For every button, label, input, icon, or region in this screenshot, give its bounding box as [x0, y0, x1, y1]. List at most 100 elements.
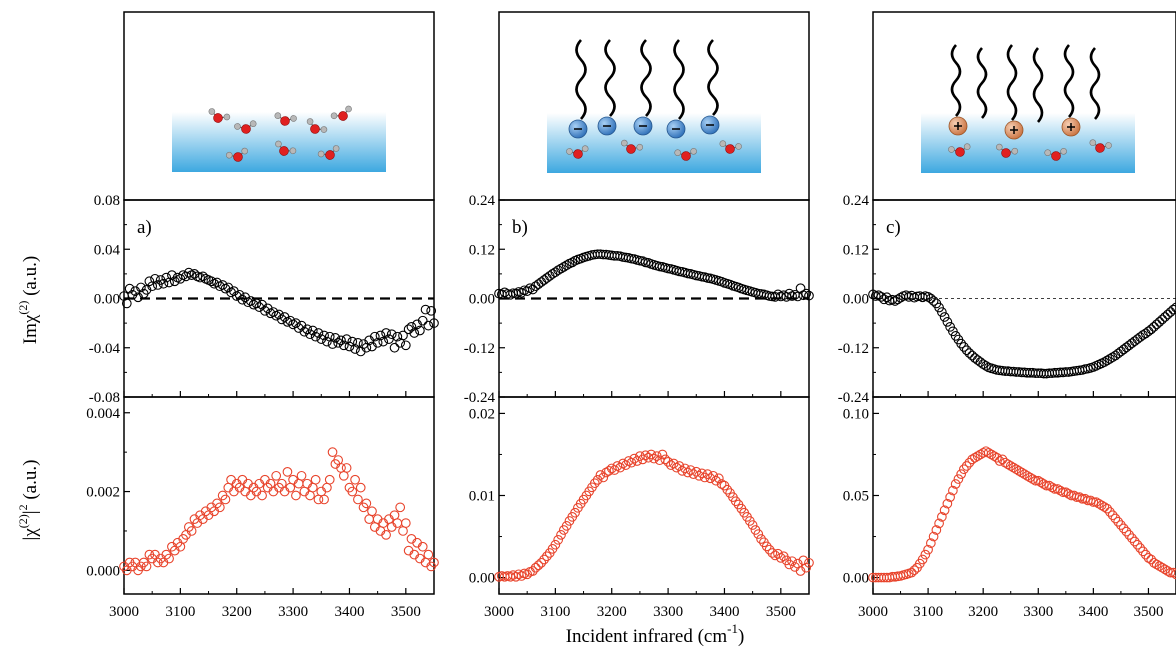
abs-data-point: [1085, 495, 1096, 506]
water-molecule-0-6: [275, 140, 297, 156]
abs-data-point: [956, 469, 966, 480]
abs-data-point: [937, 511, 947, 522]
abs-data-point: [931, 525, 942, 535]
im-ylabel-sup: (2): [16, 301, 30, 315]
x-tick-label: 3300: [653, 604, 683, 620]
abs-data-point: [536, 557, 547, 568]
abs-data-point: [1088, 497, 1099, 507]
hydrogen-atom: [317, 150, 325, 158]
im-data-point: [804, 290, 814, 301]
abs-data-point: [1060, 487, 1071, 498]
abs-data-point: [1016, 467, 1027, 478]
abs-data-point: [533, 560, 544, 571]
abs-data-point: [1132, 539, 1143, 550]
im-data-point: [420, 304, 431, 315]
hydrogen-atom: [1060, 148, 1067, 155]
im-data-point: [307, 325, 318, 336]
oxygen-atom: [1001, 148, 1011, 158]
abs-data-point: [961, 461, 972, 471]
x-tick-label: 3400: [1078, 604, 1108, 620]
surfactant-chain-1: [604, 39, 616, 117]
im-data-point: [381, 328, 391, 338]
abs-ylabel-end: (a.u.): [20, 460, 41, 505]
water-molecule-0-3: [306, 118, 328, 134]
im-data-point: [964, 348, 975, 358]
water-molecule-0-2: [274, 112, 297, 126]
abs-data-point: [338, 470, 349, 481]
im-data-point: [1162, 309, 1173, 320]
abs-data-point: [164, 553, 174, 564]
hydrogen-atom: [289, 147, 297, 155]
abs-data-point: [271, 470, 282, 481]
abs-data-point: [1019, 469, 1030, 480]
abs-data-point: [972, 451, 983, 461]
hydrogen-atom: [948, 146, 955, 153]
surfactant-chain-2-b: [1089, 47, 1101, 120]
abs-data-point: [1096, 500, 1107, 511]
abs-data-point: [663, 456, 673, 467]
x-tick-label: 3300: [278, 604, 308, 620]
hydrogen-atom: [690, 148, 697, 155]
surfactant-chain-2: [640, 39, 652, 117]
im-data-point: [415, 325, 425, 336]
abs-data-point: [934, 518, 944, 529]
x-tick-label: 3500: [766, 604, 796, 620]
abs-ylabel: |χ(2)|2 (a.u.): [16, 460, 41, 541]
abs-data-point: [511, 571, 521, 582]
abs-ylabel-left: |χ: [20, 528, 41, 541]
abs-data-point: [716, 479, 727, 489]
abs-data-point: [923, 544, 933, 555]
hydrogen-atom: [621, 139, 628, 147]
abs-data-point: [1027, 474, 1038, 484]
abs-ylabel-mid: |: [20, 510, 41, 514]
abs-data-point: [948, 485, 958, 496]
im-data-point: [1146, 324, 1157, 335]
im-data-point: [784, 288, 795, 299]
abs-data-point: [282, 467, 293, 477]
im-data-point: [183, 267, 194, 278]
y-tick-label: 0.004: [86, 406, 120, 422]
im-data-point: [876, 292, 887, 302]
hydrogen-atom: [225, 151, 233, 159]
x-axis-title-sup: -1: [727, 621, 738, 636]
water-molecule-2-3: [1089, 139, 1112, 153]
abs-data-point: [1140, 549, 1151, 560]
abs-data-point: [214, 502, 225, 513]
y-tick-label: 0.04: [94, 242, 121, 258]
y-tick-label: 0.002: [86, 485, 120, 501]
im-data-point: [539, 275, 549, 285]
im-data-point: [152, 280, 163, 290]
abs-data-point: [589, 478, 600, 489]
im-data-point: [1168, 304, 1176, 315]
abs-data-point: [522, 569, 533, 580]
x-tick-label: 3200: [597, 604, 627, 620]
im-data-point: [892, 294, 903, 305]
x-tick-label: 3400: [334, 604, 364, 620]
panel-tag: b): [512, 217, 528, 238]
hydrogen-atom: [345, 105, 352, 113]
abs-data-point: [592, 475, 603, 485]
abs-data-point: [1038, 479, 1049, 489]
abs-data-point: [761, 541, 772, 552]
x-axis-title-main: Incident infrared (cm: [566, 626, 728, 647]
y-tick-label: 0.08: [94, 193, 120, 209]
water-molecule-0-7: [317, 145, 340, 160]
plot-panel-1: 0.24 0.12 0.00 -0.12 -0.240.02 0.01 0.00 b) 3000…: [464, 193, 814, 620]
abs-data-point: [708, 470, 719, 481]
im-subplot-1: 0.24 0.12 0.00 -0.12 -0.24: [464, 193, 814, 406]
cartoon-panel-2: [872, 11, 1176, 201]
im-data-point: [344, 341, 355, 352]
im-data-point: [121, 298, 132, 309]
im-data-point: [1102, 355, 1112, 366]
x-tick-label: 3500: [1133, 604, 1163, 620]
y-tick-label: 0.12: [469, 242, 495, 258]
y-tick-label: -0.12: [464, 341, 495, 357]
abs-data-point: [997, 454, 1008, 465]
abs-data-point: [1143, 553, 1154, 563]
oxygen-atom: [1095, 143, 1105, 153]
abs-data-point: [1033, 475, 1044, 486]
abs-data-point: [909, 565, 920, 576]
im-data-point: [961, 345, 972, 356]
im-data-point: [925, 293, 936, 304]
abs-data-point: [1069, 490, 1079, 501]
